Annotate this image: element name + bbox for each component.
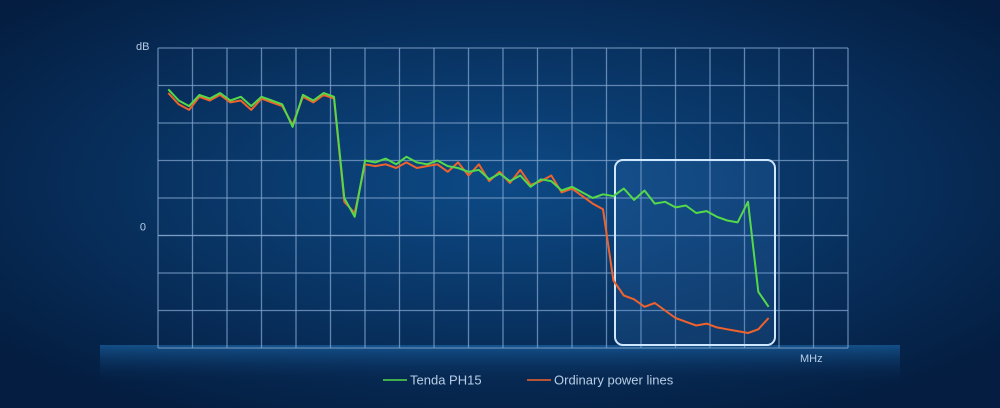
floor-glow — [100, 345, 900, 385]
series-line — [167, 88, 770, 308]
legend-label: Tenda PH15 — [410, 372, 482, 387]
legend-label: Ordinary power lines — [554, 372, 674, 387]
series-line — [167, 92, 770, 334]
x-axis-label: MHz — [800, 353, 823, 365]
y-axis-label: dB — [136, 41, 149, 53]
y-tick-label: 0 — [140, 221, 146, 233]
highlight-box — [614, 159, 776, 346]
